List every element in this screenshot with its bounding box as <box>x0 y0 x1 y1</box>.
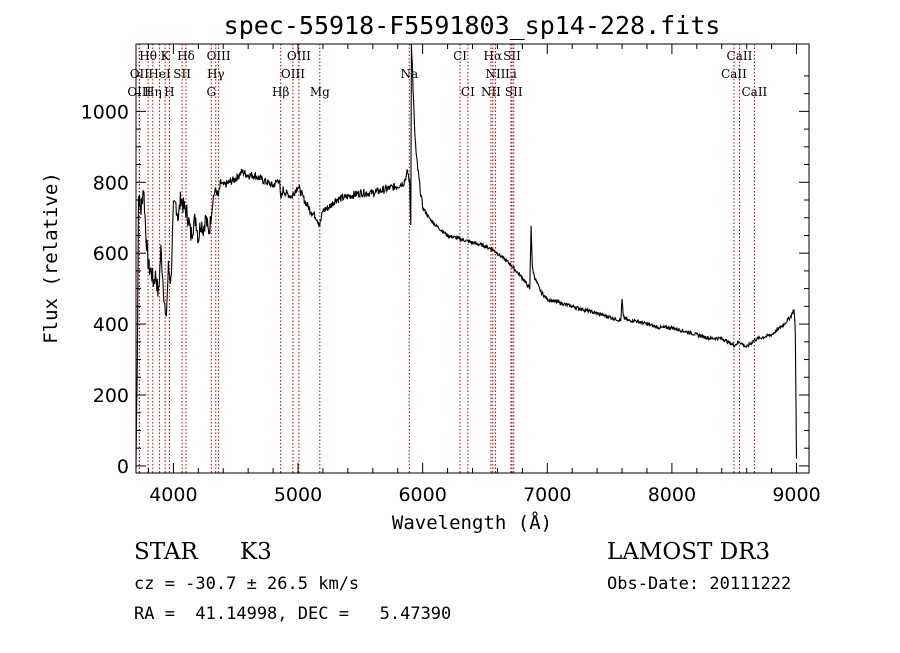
y-tick-label: 800 <box>93 172 129 194</box>
marker-label: Li <box>505 67 517 81</box>
redshift-cz: cz = -30.7 ± 26.5 km/s <box>134 574 359 594</box>
x-tick-label: 9000 <box>772 484 820 506</box>
marker-label: OIII <box>207 49 231 63</box>
y-axis-label: Flux (relative) <box>40 172 62 344</box>
x-tick-label: 5000 <box>274 484 322 506</box>
x-tick-label: 6000 <box>398 484 446 506</box>
marker-label: SII <box>503 49 521 63</box>
y-axis-ticks: 0 200 400 600 800 1000 <box>81 75 809 478</box>
marker-label: OIII <box>287 49 311 63</box>
marker-label: SII <box>505 85 523 99</box>
marker-label: Hδ <box>177 49 195 63</box>
marker-label: OIII <box>281 67 305 81</box>
x-axis-label: Wavelength (Å) <box>392 511 552 534</box>
x-tick-label: 8000 <box>648 484 696 506</box>
marker-label: CaII <box>727 49 753 63</box>
object-subclass: K3 <box>240 539 272 565</box>
marker-label: NII <box>481 85 501 99</box>
marker-label: CaII <box>741 85 767 99</box>
x-tick-label: 4000 <box>149 484 197 506</box>
coordinates: RA = 41.14998, DEC = 5.47390 <box>134 604 451 624</box>
marker-label: Hα <box>484 49 503 63</box>
object-class: STAR <box>134 539 198 565</box>
obs-date: Obs-Date: 20111222 <box>607 574 791 594</box>
y-tick-label: 0 <box>117 456 129 478</box>
spectrum-line <box>135 43 798 466</box>
y-tick-label: 400 <box>93 314 129 336</box>
marker-label: G <box>206 85 216 99</box>
marker-label: OIII <box>127 85 151 99</box>
marker-label: H <box>164 85 174 99</box>
marker-label: NII <box>485 67 505 81</box>
marker-label: Hη <box>144 85 162 99</box>
marker-label: Mg <box>310 85 330 99</box>
x-tick-label: 7000 <box>523 484 571 506</box>
survey-name: LAMOST DR3 <box>607 539 770 565</box>
y-tick-label: 200 <box>93 385 129 407</box>
marker-label: OII <box>130 67 150 81</box>
plot-frame <box>135 43 810 474</box>
marker-label: K <box>161 49 171 63</box>
marker-label: CaII <box>721 67 747 81</box>
marker-label: Hγ <box>207 67 225 81</box>
marker-label: Na <box>400 67 418 81</box>
marker-label: Hθ <box>139 49 157 63</box>
marker-label: CI <box>453 49 467 63</box>
x-axis-ticks: 4000 5000 6000 7000 8000 9000 <box>147 44 821 506</box>
marker-label: HeI <box>148 67 171 81</box>
marker-label: SII <box>173 67 191 81</box>
chart-title: spec-55918-F5591803_sp14-228.fits <box>224 11 721 40</box>
marker-label: CI <box>461 85 475 99</box>
y-tick-label: 1000 <box>81 101 129 123</box>
marker-label: Hβ <box>272 85 289 99</box>
y-tick-label: 600 <box>93 243 129 265</box>
